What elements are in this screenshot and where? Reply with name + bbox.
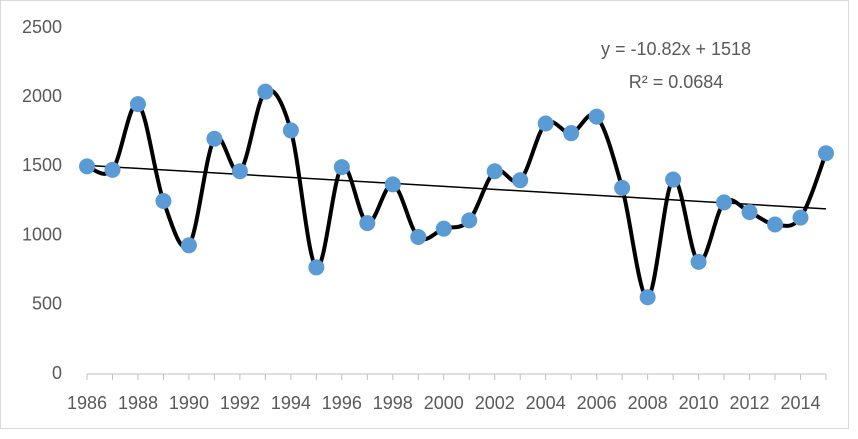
y-tick-label: 0 (52, 363, 62, 383)
data-point (333, 159, 350, 176)
data-point (231, 163, 248, 180)
x-tick-label: 2008 (628, 393, 668, 413)
data-point (716, 194, 733, 211)
y-tick-label: 1000 (22, 224, 62, 244)
data-point (435, 220, 452, 237)
data-point (767, 216, 784, 233)
data-point (741, 204, 758, 221)
x-tick-label: 1986 (67, 393, 107, 413)
x-tick-label: 2002 (475, 393, 515, 413)
data-point (206, 130, 223, 147)
data-point (690, 253, 707, 270)
x-tick-label: 1996 (322, 393, 362, 413)
data-point (563, 125, 580, 142)
x-tick-label: 2012 (730, 393, 770, 413)
x-tick-label: 2004 (526, 393, 566, 413)
x-tick-label: 1998 (373, 393, 413, 413)
x-tick-label: 2006 (577, 393, 617, 413)
data-point (384, 176, 401, 193)
data-point (537, 115, 554, 132)
data-point (257, 83, 274, 100)
data-point (818, 145, 834, 162)
data-point (359, 215, 376, 232)
data-point (639, 289, 656, 306)
x-tick-label: 1990 (169, 393, 209, 413)
y-tick-label: 1500 (22, 155, 62, 175)
x-tick-label: 1988 (118, 393, 158, 413)
x-tick-label: 2014 (780, 393, 820, 413)
data-point (308, 259, 325, 276)
y-tick-label: 2500 (22, 17, 62, 37)
data-point (155, 193, 172, 209)
trendline-equation: y = -10.82x + 1518 (601, 39, 751, 59)
data-point (588, 108, 605, 125)
trendline (86, 164, 827, 210)
data-point (665, 171, 682, 188)
data-point (792, 209, 809, 226)
data-point (180, 237, 197, 254)
x-tick-label: 1994 (271, 393, 311, 413)
data-point (614, 179, 631, 196)
x-tick-label: 2000 (424, 393, 464, 413)
x-tick-label: 1992 (220, 393, 260, 413)
data-point (104, 161, 121, 178)
data-point (512, 172, 529, 189)
data-point (282, 122, 299, 139)
data-point (79, 158, 95, 175)
data-point (129, 96, 146, 113)
data-point (461, 212, 478, 229)
y-tick-label: 500 (32, 294, 62, 314)
data-point (410, 228, 427, 245)
trendline-r2: R² = 0.0684 (629, 72, 724, 92)
data-point (486, 163, 503, 180)
chart-border (0, 0, 849, 429)
y-tick-label: 2000 (22, 86, 62, 106)
x-tick-label: 2010 (679, 393, 719, 413)
